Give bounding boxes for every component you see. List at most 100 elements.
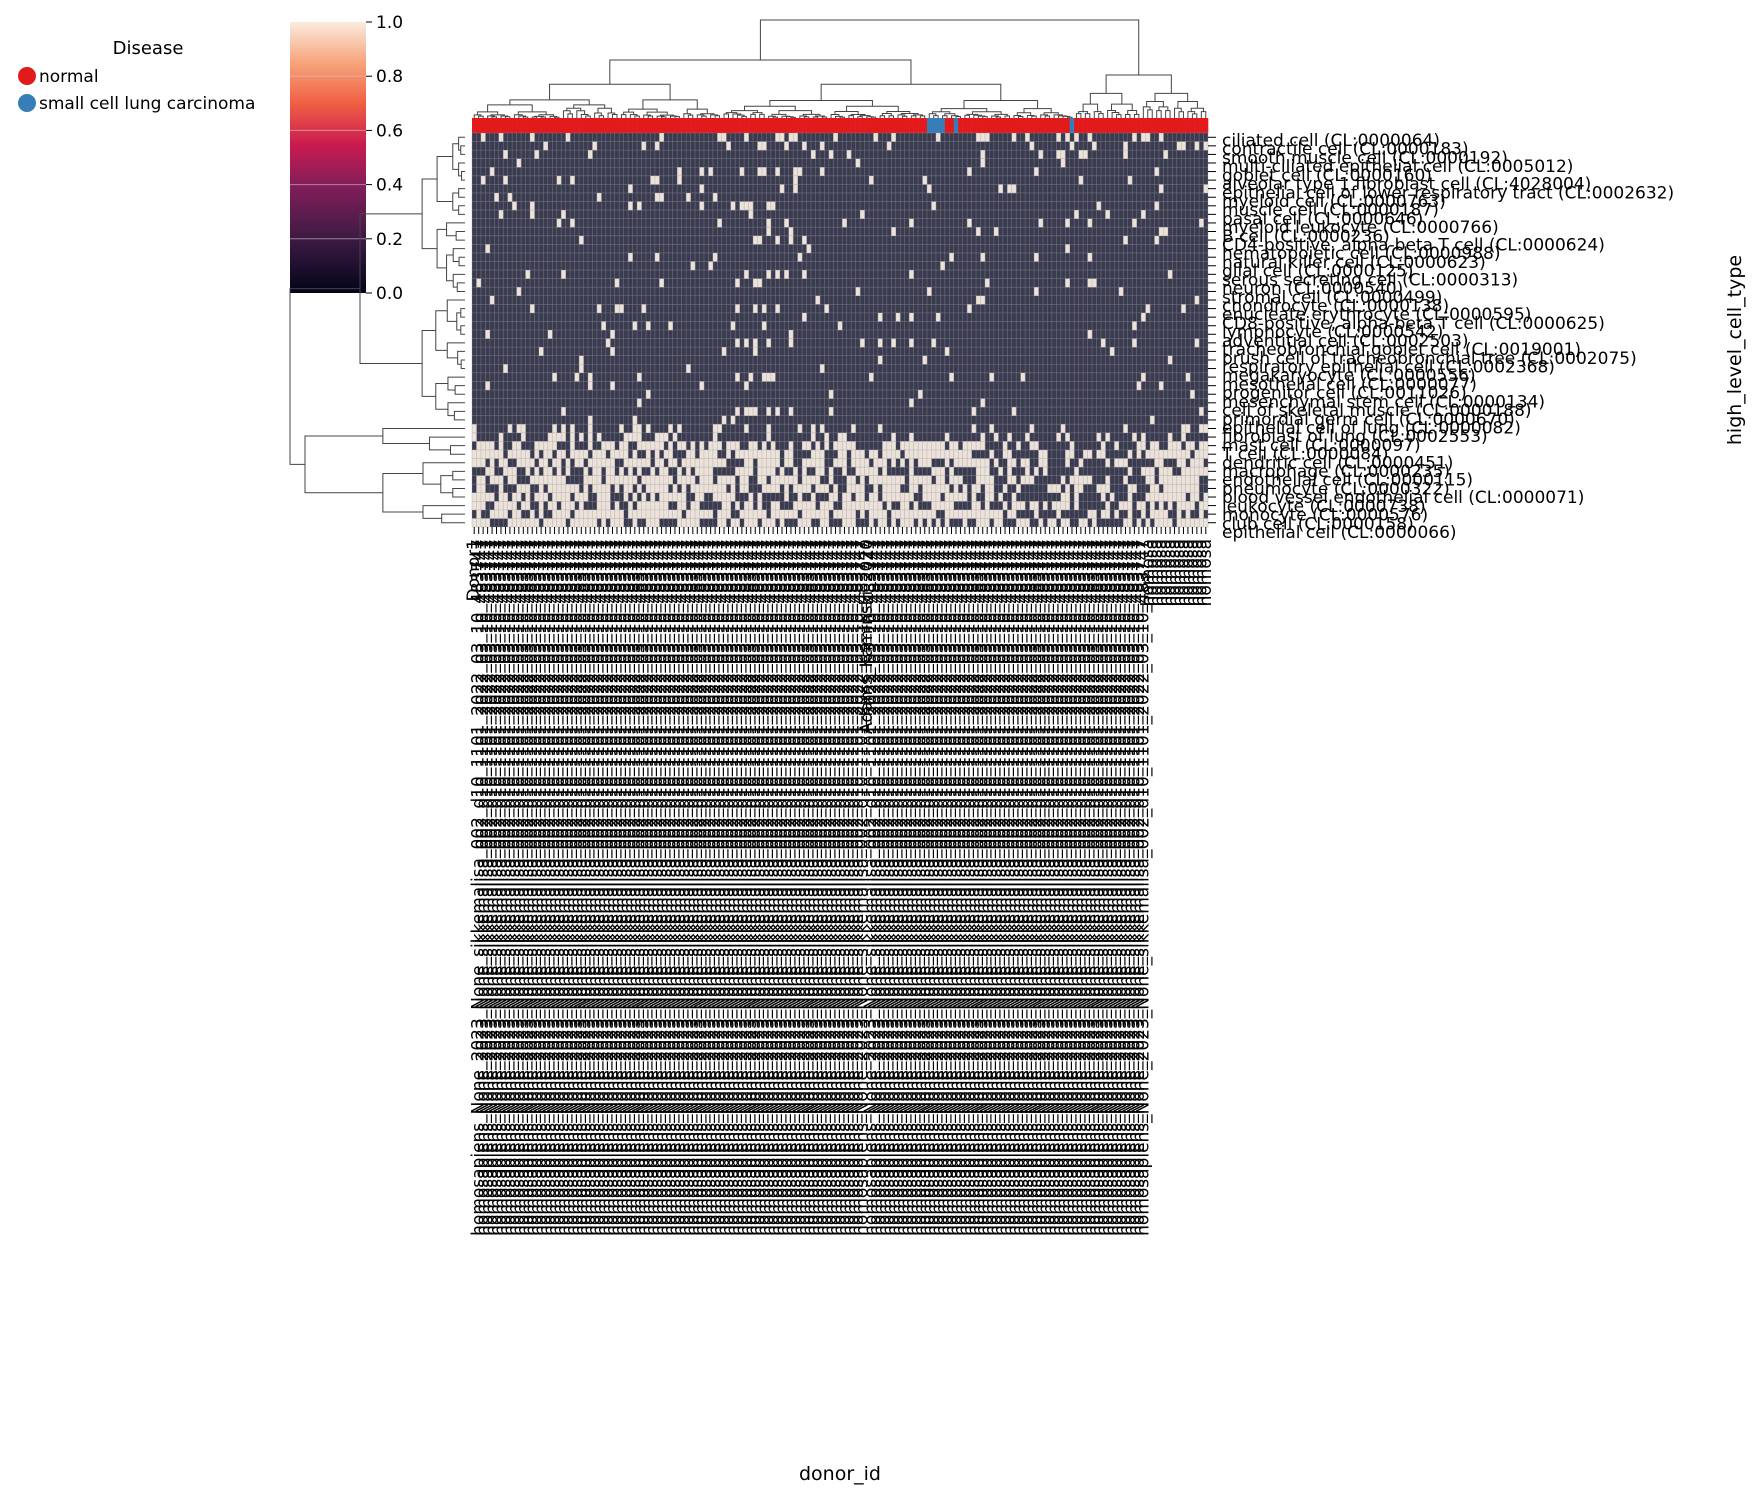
heatmap-cell	[1016, 441, 1021, 451]
heatmap-cell	[1087, 278, 1093, 288]
heatmap-cell	[645, 518, 651, 528]
heatmap-cell	[904, 501, 910, 511]
column-label: homosapiens_None_2023_None_sikkemalisa_0…	[1049, 539, 1069, 1236]
heatmap-cell	[882, 441, 888, 451]
heatmap-cell	[1051, 501, 1057, 511]
heatmap-cell	[1123, 235, 1128, 245]
heatmap-cell	[1056, 432, 1061, 442]
disease-cell	[1172, 118, 1178, 133]
heatmap-cell	[1167, 355, 1173, 365]
heatmap-cell	[891, 227, 896, 236]
heatmap-cell	[601, 492, 607, 502]
heatmap-cell	[877, 518, 883, 528]
heatmap-cell	[864, 467, 870, 476]
column-label: homosapiens_None_2023_None_sikkemalisa_0…	[964, 539, 984, 1236]
heatmap-cell	[971, 441, 977, 451]
heatmap-cell	[668, 441, 673, 451]
column-label: homosapiens_None_2023_None_sikkemalisa_0…	[598, 539, 618, 1236]
heatmap-cell	[726, 492, 731, 502]
heatmap-cell	[605, 501, 611, 511]
heatmap-cell	[570, 424, 575, 433]
heatmap-cell	[1158, 184, 1164, 194]
heatmap-cell	[824, 501, 830, 511]
column-label: homosapiens_None_2023_None_sikkemalisa_0…	[736, 539, 756, 1236]
heatmap-cell	[761, 518, 767, 528]
column-label: homosapiens_None_2023_None_sikkemalisa_0…	[1044, 539, 1064, 1236]
heatmap-cell	[1029, 141, 1035, 151]
heatmap-cell	[637, 509, 642, 519]
heatmap-cell	[1060, 158, 1066, 168]
heatmap-cell	[690, 261, 696, 271]
heatmap-cell	[980, 133, 986, 142]
column-label: homosapiens_None_2023_None_sikkemalisa_0…	[933, 539, 953, 1236]
heatmap-cell	[516, 509, 522, 519]
row-label: respiratory epithelial cell (CL:0002368)	[1222, 357, 1555, 377]
heatmap-cell	[654, 518, 660, 528]
disease-cell	[489, 118, 495, 133]
heatmap-cell	[681, 458, 687, 468]
heatmap-cell	[1011, 475, 1017, 485]
heatmap-cell	[628, 509, 633, 519]
heatmap-cell	[632, 475, 638, 485]
heatmap-cell	[1034, 467, 1039, 476]
heatmap-cell	[900, 458, 905, 468]
heatmap-cell	[1194, 338, 1200, 348]
disease-cell	[1203, 118, 1209, 133]
heatmap-cell	[918, 449, 923, 459]
heatmap-cell	[797, 424, 803, 433]
column-label: homosapiens_None_2023_None_sikkemalisa_0…	[1031, 539, 1051, 1236]
heatmap-cell	[512, 492, 517, 502]
column-label: homosapiens_None_2023_None_sikkemalisa_0…	[781, 539, 801, 1236]
heatmap-cell	[552, 501, 557, 511]
heatmap-cell	[784, 141, 789, 151]
heatmap-cell	[507, 467, 513, 476]
heatmap-cell	[677, 167, 682, 177]
column-dendrogram	[473, 19, 1207, 118]
heatmap-cell	[663, 501, 669, 511]
column-label: homosapiens_None_2023_None_sikkemalisa_0…	[1107, 539, 1127, 1236]
heatmap-cell	[521, 449, 526, 459]
heatmap-cell	[918, 389, 923, 399]
column-label: homosapiens_None_2023_None_sikkemalisa_0…	[660, 539, 680, 1236]
heatmap-cell	[984, 458, 990, 468]
row-label: lymphocyte (CL:0000542)	[1222, 323, 1443, 343]
heatmap-cell	[909, 441, 914, 451]
heatmap-cell	[828, 475, 834, 485]
disease-cell	[1109, 118, 1115, 133]
heatmap-cell	[976, 501, 981, 511]
heatmap-cell	[476, 458, 482, 468]
row-label: primordial germ cell (CL:0000670)	[1222, 410, 1515, 430]
heatmap-cell	[556, 492, 562, 502]
column-label: homosapiens_None_2023_None_sikkemalisa_0…	[821, 539, 841, 1236]
heatmap-cell	[1194, 518, 1200, 528]
heatmap-cell	[521, 432, 526, 442]
column-label: homosapiens_None_2023_None_sikkemalisa_0…	[678, 539, 698, 1236]
heatmap-cell	[1065, 218, 1070, 228]
heatmap-cell	[1087, 133, 1093, 142]
disease-cell	[1011, 118, 1017, 133]
heatmap-cell	[1181, 304, 1186, 314]
heatmap-cell	[753, 407, 758, 416]
col-dendro-link	[696, 114, 705, 118]
column-label: Adams_Kaminski_2020	[857, 539, 877, 734]
heatmap-cell	[984, 467, 990, 476]
heatmap-cell	[552, 372, 557, 382]
heatmap-cell	[926, 287, 932, 296]
heatmap-cell	[1060, 150, 1066, 159]
column-label: homosapiens_None_2023_None_sikkemalisa_0…	[973, 539, 993, 1236]
heatmap-cell	[1069, 441, 1075, 451]
heatmap-cell	[547, 484, 553, 493]
column-label: homosapiens_None_2023_None_sikkemalisa_0…	[919, 539, 939, 1236]
heatmap-cell	[1150, 484, 1155, 493]
row-dendro-link	[453, 410, 465, 421]
disease-cell	[842, 118, 847, 133]
heatmap-cell	[1154, 484, 1160, 493]
heatmap-cell	[1096, 449, 1102, 459]
row-label: dendritic cell (CL:0000451)	[1222, 453, 1453, 473]
col-dendro-link	[1124, 113, 1131, 118]
column-label: homosapiens_None_2023_None_sikkemalisa_0…	[901, 539, 921, 1236]
disease-cell	[730, 118, 736, 133]
col-dendro-link	[1146, 101, 1164, 107]
heatmap-cell	[824, 509, 830, 519]
heatmap-cell	[868, 175, 874, 185]
